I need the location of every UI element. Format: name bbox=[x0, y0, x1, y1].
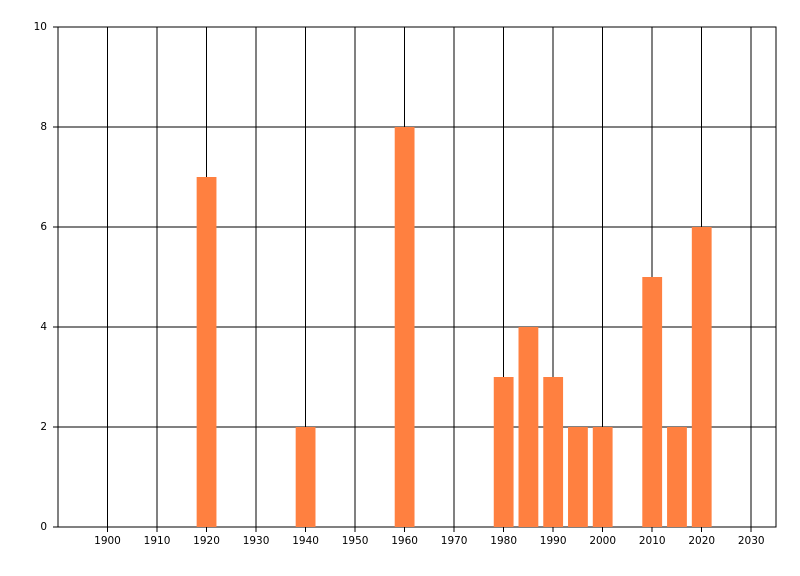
y-tick-label: 4 bbox=[40, 321, 47, 333]
bar bbox=[592, 427, 613, 527]
x-tick-label: 1990 bbox=[540, 535, 567, 547]
bar bbox=[394, 127, 415, 527]
x-tick-label: 1910 bbox=[144, 535, 171, 547]
y-tick-label: 2 bbox=[40, 421, 47, 433]
y-tick-label: 0 bbox=[40, 521, 47, 533]
x-tick-label: 2020 bbox=[688, 535, 715, 547]
x-tick-label: 2010 bbox=[639, 535, 666, 547]
bar bbox=[518, 327, 539, 527]
x-tick-label: 2000 bbox=[589, 535, 616, 547]
x-tick-label: 1970 bbox=[441, 535, 468, 547]
x-tick-label: 1920 bbox=[193, 535, 220, 547]
bar bbox=[493, 377, 514, 527]
x-tick-label: 1950 bbox=[342, 535, 369, 547]
bar bbox=[543, 377, 564, 527]
y-tick-label: 6 bbox=[40, 221, 47, 233]
bar bbox=[691, 227, 712, 527]
x-tick-label: 1930 bbox=[243, 535, 270, 547]
bar bbox=[295, 427, 316, 527]
x-tick-label: 1940 bbox=[292, 535, 319, 547]
x-tick-label: 2030 bbox=[738, 535, 765, 547]
bar bbox=[196, 177, 217, 527]
x-tick-label: 1960 bbox=[391, 535, 418, 547]
bar bbox=[642, 277, 663, 527]
x-tick-label: 1900 bbox=[94, 535, 121, 547]
x-tick-label: 1980 bbox=[490, 535, 517, 547]
y-tick-label: 10 bbox=[34, 21, 47, 33]
bar bbox=[568, 427, 588, 527]
bar bbox=[667, 427, 687, 527]
y-tick-label: 8 bbox=[40, 121, 47, 133]
